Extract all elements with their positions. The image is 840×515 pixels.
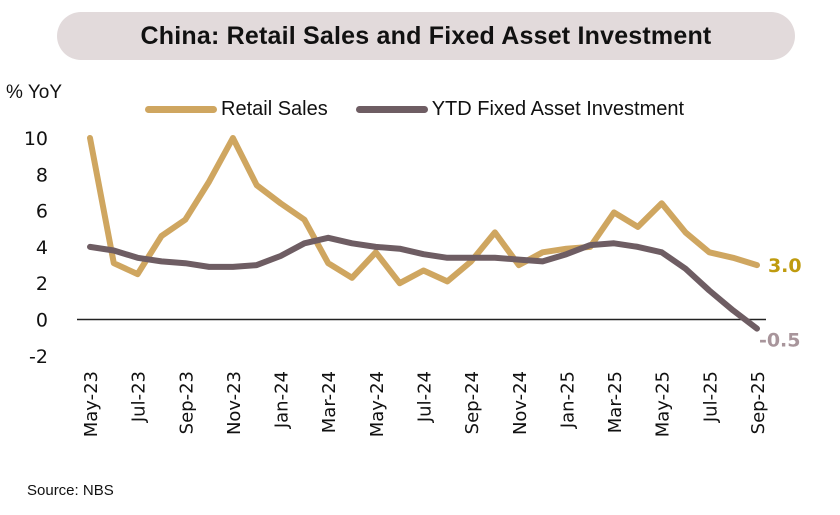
- data-point-fai: [635, 244, 641, 250]
- data-point-retail-sales: [254, 182, 260, 188]
- x-tick-label: May-24: [367, 371, 388, 437]
- source-note: Source: NBS: [27, 482, 114, 499]
- data-point-retail-sales: [706, 249, 712, 255]
- data-point-fai: [206, 264, 212, 270]
- data-point-retail-sales: [230, 135, 236, 141]
- data-point-fai: [587, 242, 593, 248]
- series-layer: [87, 135, 760, 332]
- data-point-retail-sales: [87, 135, 93, 141]
- data-point-retail-sales: [492, 229, 498, 235]
- x-tick-label: May-23: [81, 371, 102, 437]
- data-point-fai: [492, 255, 498, 261]
- x-tick-label: May-25: [653, 371, 674, 437]
- data-point-retail-sales: [730, 255, 736, 261]
- data-point-retail-sales: [444, 278, 450, 284]
- data-point-retail-sales: [325, 260, 331, 266]
- data-point-fai: [397, 246, 403, 252]
- legend-swatch-fai: [355, 106, 428, 113]
- data-point-retail-sales: [135, 271, 141, 277]
- legend-label-fai: YTD Fixed Asset Investment: [431, 98, 685, 120]
- end-labels: 3.0 -0.5: [759, 255, 802, 352]
- y-tick-label: 0: [36, 310, 48, 332]
- data-point-fai: [230, 264, 236, 270]
- data-point-fai: [444, 255, 450, 261]
- end-label-fai: -0.5: [759, 330, 801, 352]
- data-point-fai: [540, 258, 546, 264]
- x-tick-label: Jul-25: [700, 371, 721, 423]
- y-axis-ticks: 10 8 6 4 2 0 -2: [24, 128, 48, 368]
- data-point-fai: [349, 240, 355, 246]
- data-point-fai: [706, 287, 712, 293]
- series-line-retail-sales: [87, 135, 760, 287]
- x-tick-label: Sep-25: [748, 371, 769, 434]
- data-point-retail-sales: [158, 233, 164, 239]
- end-label-retail-sales: 3.0: [768, 255, 802, 277]
- x-tick-label: Mar-24: [319, 371, 340, 433]
- data-point-retail-sales: [683, 229, 689, 235]
- legend: Retail Sales YTD Fixed Asset Investment: [145, 98, 712, 121]
- y-tick-label: 10: [24, 128, 48, 150]
- data-point-retail-sales: [373, 249, 379, 255]
- data-point-retail-sales: [397, 280, 403, 286]
- data-point-fai: [563, 251, 569, 257]
- data-point-retail-sales: [349, 275, 355, 281]
- x-tick-label: Mar-25: [605, 371, 626, 433]
- data-point-retail-sales: [206, 179, 212, 185]
- data-point-retail-sales: [754, 262, 760, 268]
- data-point-fai: [659, 249, 665, 255]
- data-point-fai: [468, 255, 474, 261]
- x-tick-label: Jan-25: [557, 371, 578, 429]
- data-point-retail-sales: [301, 217, 307, 223]
- data-point-fai: [611, 240, 617, 246]
- y-axis-label: % YoY: [6, 82, 62, 103]
- data-point-retail-sales: [540, 249, 546, 255]
- data-point-retail-sales: [278, 200, 284, 206]
- data-point-fai: [516, 257, 522, 263]
- chart-title: China: Retail Sales and Fixed Asset Inve…: [140, 21, 712, 50]
- x-tick-label: Jan-24: [272, 371, 293, 429]
- data-point-fai: [420, 251, 426, 257]
- data-point-fai: [278, 253, 284, 259]
- x-axis-ticks: May-23 Jul-23 Sep-23 Nov-23 Jan-24 Mar-24 May-…: [81, 371, 769, 437]
- data-point-fai: [135, 255, 141, 261]
- data-point-retail-sales: [516, 262, 522, 268]
- data-point-fai: [158, 258, 164, 264]
- data-point-retail-sales: [111, 260, 117, 266]
- data-point-fai: [182, 260, 188, 266]
- legend-swatch-retail-sales: [145, 106, 217, 113]
- x-tick-label: Nov-23: [224, 371, 245, 435]
- series-line-fai: [87, 234, 760, 332]
- data-point-fai: [325, 235, 331, 241]
- data-point-fai: [373, 244, 379, 250]
- y-tick-label: 8: [36, 164, 48, 186]
- data-point-fai: [87, 244, 93, 250]
- x-tick-label: Jul-24: [414, 371, 435, 423]
- chart-title-banner: China: Retail Sales and Fixed Asset Inve…: [57, 12, 795, 60]
- data-point-fai: [683, 266, 689, 272]
- x-tick-label: Sep-24: [462, 371, 483, 434]
- data-point-retail-sales: [182, 217, 188, 223]
- x-tick-label: Jul-23: [129, 371, 150, 423]
- data-point-retail-sales: [611, 209, 617, 215]
- y-tick-label: 4: [36, 237, 48, 259]
- y-tick-label: 6: [36, 201, 48, 223]
- y-tick-label: 2: [36, 273, 48, 295]
- data-point-retail-sales: [635, 224, 641, 230]
- data-point-fai: [111, 248, 117, 254]
- data-point-retail-sales: [420, 267, 426, 273]
- data-point-fai: [301, 240, 307, 246]
- x-tick-label: Sep-23: [176, 371, 197, 434]
- x-tick-label: Nov-24: [510, 371, 531, 435]
- data-point-fai: [254, 262, 260, 268]
- y-tick-label: -2: [29, 346, 48, 368]
- legend-item-fai: YTD Fixed Asset Investment: [355, 98, 685, 121]
- legend-label-retail-sales: Retail Sales: [221, 98, 328, 120]
- data-point-fai: [730, 307, 736, 313]
- legend-item-retail-sales: Retail Sales: [145, 98, 328, 121]
- data-point-retail-sales: [659, 200, 665, 206]
